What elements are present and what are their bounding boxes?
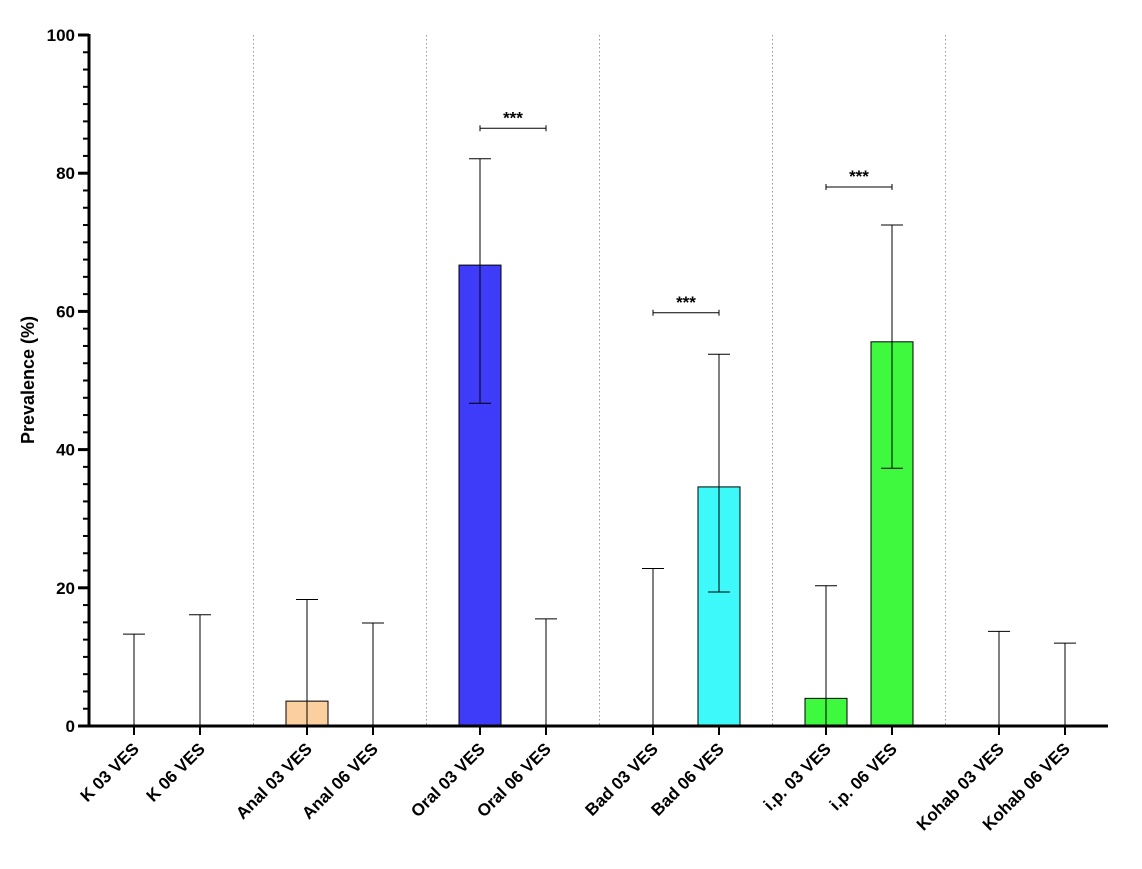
x-tick-label-0: K 03 VES: [77, 739, 143, 805]
y-tick-label-5: 100: [47, 26, 75, 45]
y-tick-label-1: 20: [56, 579, 75, 598]
significance-label-2: ***: [849, 167, 869, 186]
y-tick-label-3: 60: [56, 302, 75, 321]
x-tick-label-8: i.p. 03 VES: [760, 739, 835, 814]
x-tick-label-9: i.p. 06 VES: [826, 739, 901, 814]
significance-label-1: ***: [676, 293, 696, 312]
y-tick-label-0: 0: [66, 717, 75, 736]
significance-layer: *** *** ***: [479, 108, 893, 316]
significance-label-0: ***: [503, 108, 523, 127]
error-bars-layer: [123, 158, 1076, 726]
group-separators: [253, 35, 946, 726]
y-tick-label-2: 40: [56, 441, 75, 460]
y-axis-label: Prevalence (%): [18, 316, 38, 444]
x-tick-label-1: K 06 VES: [143, 739, 209, 805]
y-tick-label-4: 80: [56, 164, 75, 183]
